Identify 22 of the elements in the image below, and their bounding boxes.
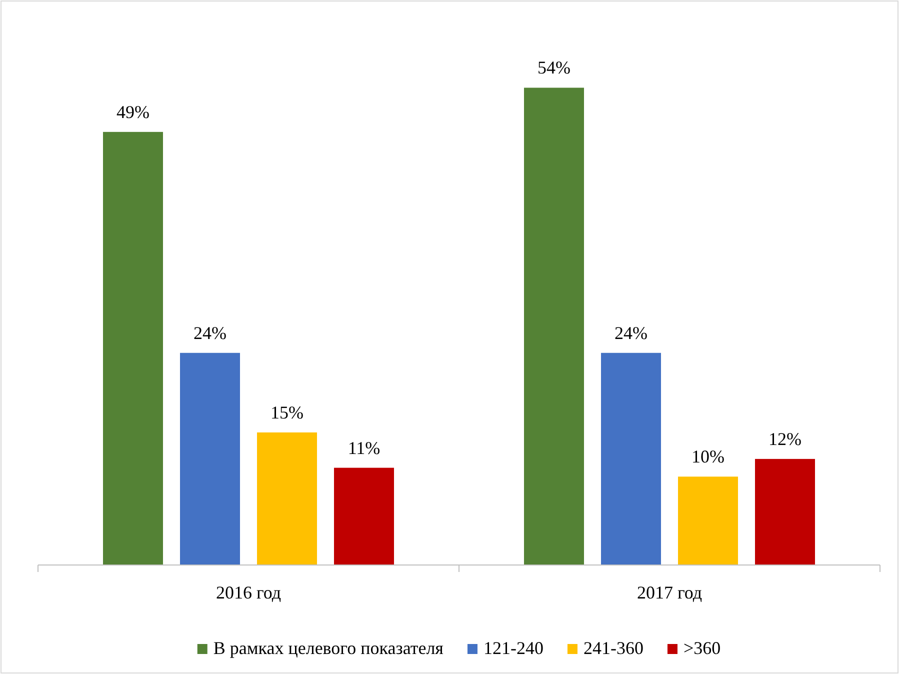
- data-label: 24%: [614, 322, 648, 343]
- bar: [524, 88, 584, 565]
- x-tick-label: 2017 год: [636, 582, 702, 603]
- data-label: 12%: [768, 428, 802, 449]
- data-label: 24%: [194, 322, 226, 343]
- legend-label: 121-240: [483, 638, 544, 658]
- data-label: 54%: [538, 58, 570, 78]
- bar: [601, 352, 661, 565]
- bar: [180, 352, 240, 565]
- data-label: 10%: [692, 446, 724, 467]
- bar: [103, 132, 163, 565]
- bar: [257, 432, 317, 565]
- bar: [334, 468, 394, 565]
- bar: [755, 458, 815, 565]
- legend-label: В рамках целевого показателя: [213, 638, 444, 658]
- bar: [678, 476, 738, 565]
- data-label: 11%: [348, 438, 380, 458]
- legend-label: 241-360: [583, 638, 644, 658]
- data-label: 15%: [270, 402, 304, 422]
- legend-label: >360: [683, 638, 721, 658]
- x-tick-label: 2016 год: [216, 582, 282, 603]
- data-label: 49%: [116, 102, 150, 122]
